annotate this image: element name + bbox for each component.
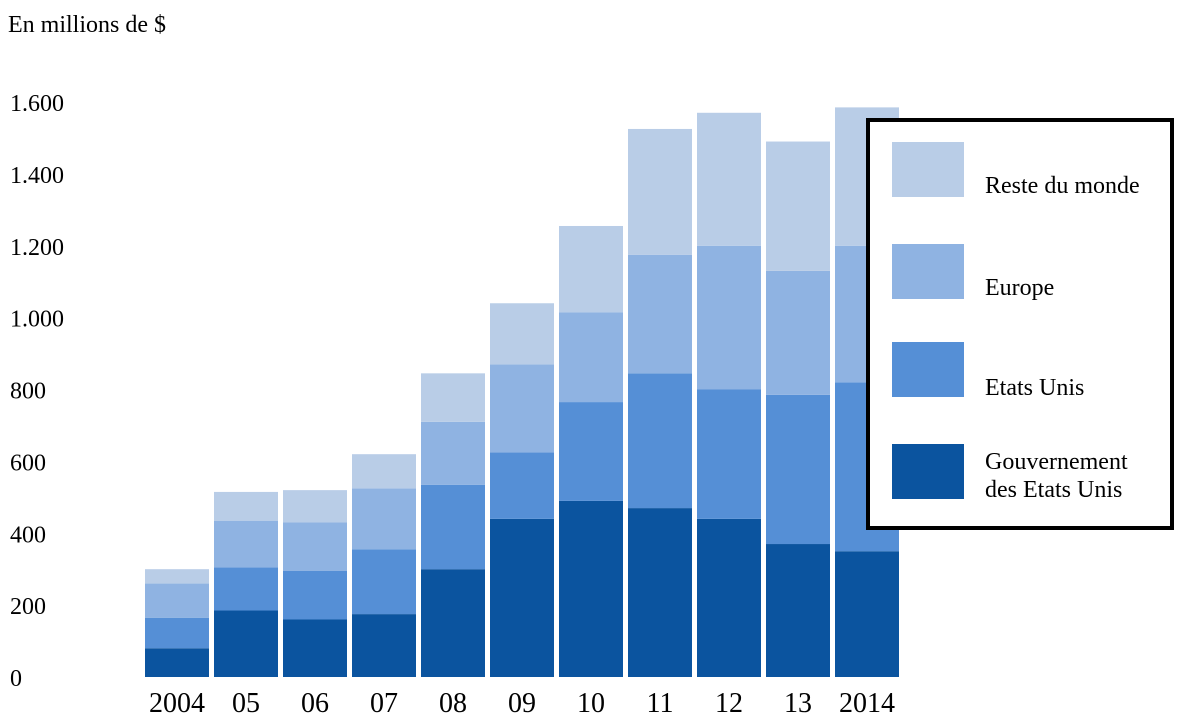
x-tick-label: 12 [715, 688, 743, 719]
legend-item: Gouvernement des Etats Unis [870, 444, 1170, 534]
bar-segment [421, 373, 485, 422]
bar-segment [559, 225, 623, 313]
bar-segment [559, 402, 623, 501]
y-tick-label: 1.400 [10, 163, 64, 189]
bar-segment [214, 610, 278, 677]
x-tick-label: 05 [232, 688, 260, 719]
x-tick-label: 06 [301, 688, 329, 719]
bar-segment [766, 141, 830, 271]
bar-segment [766, 544, 830, 677]
bar-segment [352, 488, 416, 550]
bar-segment [421, 421, 485, 485]
y-tick-label: 1.600 [10, 91, 64, 117]
bar-segment [352, 454, 416, 489]
legend-item: Reste du monde [870, 142, 1170, 232]
bar-segment [490, 452, 554, 519]
bar-segment [490, 364, 554, 453]
x-tick-label: 10 [577, 688, 605, 719]
y-tick-label: 400 [10, 522, 46, 548]
bar-segment [697, 112, 761, 246]
bar-segment [352, 614, 416, 677]
x-tick-label: 13 [784, 688, 812, 719]
bar-segment [835, 551, 899, 677]
unit-label: En millions de $ [8, 12, 166, 38]
x-tick-label: 11 [647, 688, 674, 719]
legend-label: Europe [985, 275, 1055, 301]
x-tick-label: 2004 [149, 688, 205, 719]
bar-segment [490, 303, 554, 365]
bar-segment [628, 373, 692, 509]
y-axis-tick-labels: 0 200 400 600 800 1.000 1.200 1.400 1.600 [10, 91, 64, 692]
x-axis-tick-labels: 2004 05 06 07 08 09 10 11 12 13 2014 [149, 688, 895, 719]
bar-segment [766, 394, 830, 545]
y-tick-label: 0 [10, 666, 22, 692]
x-tick-label: 09 [508, 688, 536, 719]
bar-segment [214, 520, 278, 568]
legend-label: Reste du monde [985, 173, 1140, 199]
legend-swatch [892, 142, 964, 197]
x-tick-label: 2014 [839, 688, 895, 719]
bar-segment [697, 245, 761, 390]
x-tick-label: 07 [370, 688, 398, 719]
bar-segment [490, 518, 554, 677]
x-tick-label: 08 [439, 688, 467, 719]
bars-layer [145, 107, 899, 677]
bar-segment [421, 484, 485, 570]
bar-segment [628, 128, 692, 255]
y-tick-label: 200 [10, 594, 46, 620]
bar-segment [628, 254, 692, 374]
bar-segment [214, 567, 278, 611]
legend: Reste du monde Europe Etats Unis Gouverneme… [866, 118, 1174, 530]
bar-segment [145, 617, 209, 649]
bar-segment [283, 619, 347, 677]
y-tick-label: 1.200 [10, 235, 64, 261]
bar-segment [145, 569, 209, 584]
bar-segment [559, 312, 623, 403]
legend-label: Etats Unis [985, 375, 1085, 401]
bar-segment [352, 549, 416, 615]
bar-segment [283, 522, 347, 571]
bar-segment [145, 583, 209, 618]
legend-swatch [892, 244, 964, 299]
bar-segment [145, 648, 209, 677]
bar-segment [214, 491, 278, 521]
bar-segment [697, 518, 761, 677]
bar-segment [283, 490, 347, 523]
bar-segment [421, 569, 485, 677]
bar-segment [283, 570, 347, 620]
bar-segment [628, 508, 692, 677]
legend-item: Europe [870, 244, 1170, 334]
bar-segment [766, 270, 830, 395]
bar-segment [697, 389, 761, 519]
y-tick-label: 1.000 [10, 307, 64, 333]
y-tick-label: 800 [10, 379, 46, 405]
legend-swatch [892, 342, 964, 397]
legend-swatch [892, 444, 964, 499]
legend-label: Gouvernement des Etats Unis [985, 449, 1128, 503]
y-tick-label: 600 [10, 450, 46, 476]
legend-item: Etats Unis [870, 342, 1170, 432]
bar-segment [559, 500, 623, 677]
